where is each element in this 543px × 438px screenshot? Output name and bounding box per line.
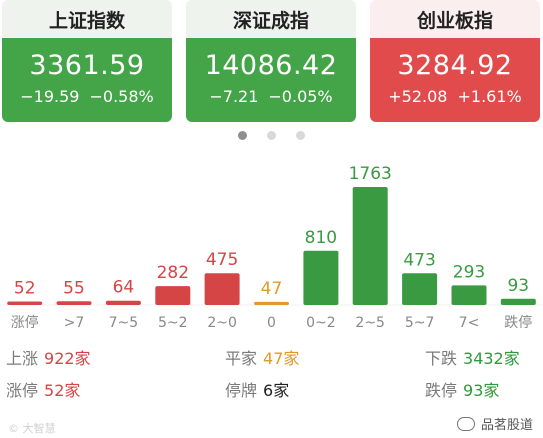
data-label-4: 475 <box>206 250 238 270</box>
index-value: 14086.42 <box>204 50 338 81</box>
tick-label-0: 涨停 <box>11 314 39 331</box>
stat-label: 跌停 <box>425 381 458 400</box>
stat-value: 3432家 <box>463 349 520 368</box>
index-cards: 上证指数 3361.59 −19.59 −0.58% 深证成指 14086.42 … <box>0 0 543 122</box>
tick-label-4: 2~0 <box>207 315 237 331</box>
stat-flat: 平家 47家 <box>225 348 299 370</box>
stat-value: 922家 <box>44 349 91 368</box>
bar-9 <box>451 285 487 305</box>
index-card-shanghai[interactable]: 上证指数 3361.59 −19.59 −0.58% <box>2 0 172 122</box>
index-change: −19.59 <box>20 87 80 106</box>
stat-label: 涨停 <box>6 381 39 400</box>
index-change: +52.08 <box>388 87 448 106</box>
index-change-pct: −0.58% <box>89 87 154 106</box>
data-label-10: 93 <box>507 276 529 296</box>
stat-value: 6家 <box>263 381 290 400</box>
tick-label-7: 2~5 <box>355 315 385 331</box>
tick-label-10: 跌停 <box>504 314 532 331</box>
stat-label: 平家 <box>225 349 258 368</box>
data-label-9: 293 <box>453 262 485 282</box>
footer: © 大智慧 品茗股道 <box>0 414 543 438</box>
stat-up: 上涨 922家 <box>6 348 91 370</box>
index-name: 创业板指 <box>370 0 540 38</box>
index-change-pct: +1.61% <box>457 87 522 106</box>
bar-8 <box>402 273 438 305</box>
data-label-7: 1763 <box>349 164 392 184</box>
index-card-chinext[interactable]: 创业板指 3284.92 +52.08 +1.61% <box>370 0 540 122</box>
page-dot-3[interactable] <box>296 131 305 140</box>
data-label-5: 47 <box>261 279 283 299</box>
stat-down: 下跌 3432家 <box>425 348 520 370</box>
data-label-3: 282 <box>157 263 189 283</box>
page-dot-1[interactable] <box>238 131 247 140</box>
page-dot-2[interactable] <box>267 131 276 140</box>
bar-6 <box>303 250 339 305</box>
index-change-pct: −0.05% <box>268 87 333 106</box>
tick-label-2: 7~5 <box>109 315 139 331</box>
data-label-6: 810 <box>305 228 337 248</box>
brand-name: 品茗股道 <box>480 418 533 433</box>
stat-value: 52家 <box>44 381 81 400</box>
data-label-0: 52 <box>14 279 36 299</box>
tick-label-6: 0~2 <box>306 315 336 331</box>
distribution-bar-chart: 52 涨停 55 >7 64 7~5 282 5~2 475 2~0 47 0 810 0~2 1763 2~… <box>0 164 543 331</box>
stat-value: 93家 <box>463 381 500 400</box>
bar-2 <box>105 300 141 305</box>
stat-limit-up: 涨停 52家 <box>6 380 80 402</box>
page-indicator <box>0 131 543 143</box>
bar-10 <box>500 298 536 305</box>
brand-badge: 品茗股道 <box>456 414 533 433</box>
index-change: −7.21 <box>209 87 259 106</box>
stat-label: 停牌 <box>225 381 258 400</box>
data-label-1: 55 <box>63 278 85 298</box>
bar-3 <box>155 286 191 305</box>
bar-4 <box>204 273 240 305</box>
stat-label: 下跌 <box>425 349 458 368</box>
tick-label-5: 0 <box>267 315 276 331</box>
index-name: 深证成指 <box>186 0 356 38</box>
stat-value: 47家 <box>263 349 300 368</box>
index-card-shenzhen[interactable]: 深证成指 14086.42 −7.21 −0.05% <box>186 0 356 122</box>
tick-label-1: >7 <box>64 315 85 331</box>
stat-suspended: 停牌 6家 <box>225 380 289 402</box>
tick-label-9: 7< <box>459 315 480 331</box>
index-name: 上证指数 <box>2 0 172 38</box>
bar-0 <box>7 301 43 305</box>
tick-label-3: 5~2 <box>158 315 188 331</box>
bar-1 <box>56 301 92 305</box>
tick-label-8: 5~7 <box>405 315 435 331</box>
market-stats: 上涨 922家 平家 47家 下跌 3432家 涨停 52家 停牌 6家 跌停 93家 <box>0 348 543 418</box>
stat-limit-down: 跌停 93家 <box>425 380 499 402</box>
bar-7 <box>352 187 388 305</box>
wechat-logo-icon <box>456 416 475 431</box>
bar-5 <box>254 301 289 305</box>
index-value: 3284.92 <box>397 50 513 81</box>
data-label-8: 473 <box>403 250 435 270</box>
stat-label: 上涨 <box>6 349 39 368</box>
data-label-2: 64 <box>113 278 135 298</box>
index-value: 3361.59 <box>29 50 145 81</box>
watermark: © 大智慧 <box>8 422 56 435</box>
